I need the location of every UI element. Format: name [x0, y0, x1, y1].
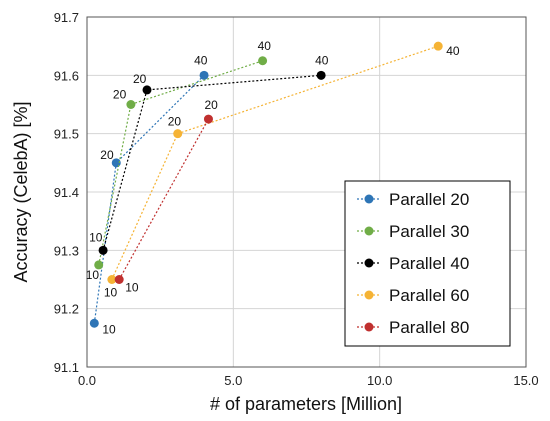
series-layer: 10 20 40 10 20 40 10 20 40 10 20 40 10 20: [86, 39, 460, 337]
data-point: [173, 129, 183, 139]
legend-marker: [364, 194, 374, 204]
legend-marker: [364, 258, 374, 268]
legend: Parallel 20 Parallel 30 Parallel 40 Paralle…: [344, 180, 511, 347]
series-parallel-60: 10 20 40: [104, 41, 460, 300]
legend-label: Parallel 20: [389, 190, 469, 209]
series-parallel-20: 10 20 40: [89, 53, 209, 336]
data-point: [199, 70, 209, 80]
point-label: 20: [133, 72, 147, 86]
point-label: 10: [89, 230, 103, 244]
legend-marker: [364, 226, 374, 236]
point-label: 40: [315, 53, 329, 67]
data-point: [433, 41, 443, 51]
x-tick-label: 5.0: [224, 373, 242, 388]
data-point: [98, 245, 108, 255]
x-tick-label: 15.0: [513, 373, 538, 388]
legend-marker: [364, 322, 374, 332]
series-line: [98, 60, 263, 266]
tick-labels: 0.0 5.0 10.0 15.0 91.1 91.2 91.3 91.4 91.5 91.6 91…: [54, 10, 539, 388]
data-point: [126, 100, 136, 109]
x-tick-label: 0.0: [78, 373, 96, 388]
point-label: 10: [86, 268, 100, 282]
y-tick-label: 91.2: [54, 302, 79, 317]
point-label: 10: [104, 286, 118, 300]
point-label: 10: [125, 281, 139, 295]
y-axis-title: Accuracy (CelebA) [%]: [11, 101, 31, 282]
y-tick-label: 91.5: [54, 127, 79, 142]
y-tick-label: 91.6: [54, 68, 79, 83]
data-point: [89, 318, 99, 328]
grid: [87, 17, 526, 367]
data-point: [107, 275, 117, 284]
point-label: 20: [113, 88, 127, 102]
point-label: 20: [100, 148, 114, 162]
data-point: [142, 85, 152, 95]
data-point: [94, 260, 104, 270]
point-label: 10: [102, 322, 116, 336]
point-label: 20: [204, 98, 218, 112]
y-tick-label: 91.3: [54, 243, 79, 258]
series-line: [118, 118, 209, 280]
legend-label: Parallel 40: [389, 254, 469, 273]
series-parallel-80: 10 20: [114, 98, 218, 295]
y-tick-label: 91.1: [54, 360, 79, 375]
data-point: [203, 114, 213, 124]
series-parallel-30: 10 20 40: [86, 39, 272, 282]
series-parallel-40: 10 20 40: [89, 53, 329, 255]
point-label: 40: [446, 44, 460, 58]
point-label: 20: [168, 115, 182, 129]
data-point: [316, 70, 326, 80]
x-axis-title: # of parameters [Million]: [210, 394, 402, 414]
y-tick-label: 91.7: [54, 10, 79, 25]
legend-label: Parallel 80: [389, 318, 469, 337]
legend-label: Parallel 60: [389, 286, 469, 305]
y-tick-label: 91.4: [54, 185, 79, 200]
data-point: [258, 56, 268, 66]
legend-marker: [364, 290, 374, 300]
point-label: 40: [194, 53, 208, 67]
data-point: [114, 275, 124, 284]
legend-label: Parallel 30: [389, 222, 469, 241]
plot-frame: [86, 16, 527, 368]
x-tick-label: 10.0: [367, 373, 392, 388]
point-label: 40: [258, 39, 272, 53]
